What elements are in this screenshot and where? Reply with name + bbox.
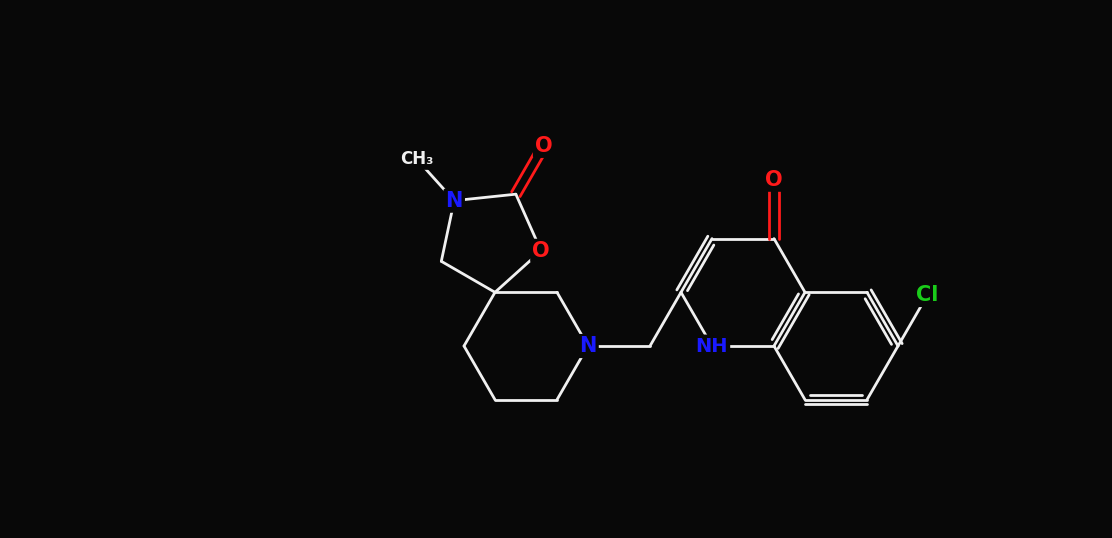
Text: O: O bbox=[765, 169, 783, 190]
Text: NH: NH bbox=[696, 336, 728, 356]
Text: O: O bbox=[533, 241, 550, 261]
Text: Cl: Cl bbox=[916, 285, 939, 305]
Text: CH₃: CH₃ bbox=[400, 150, 434, 168]
Text: N: N bbox=[579, 336, 597, 356]
Text: O: O bbox=[535, 136, 553, 156]
Text: N: N bbox=[446, 190, 463, 211]
